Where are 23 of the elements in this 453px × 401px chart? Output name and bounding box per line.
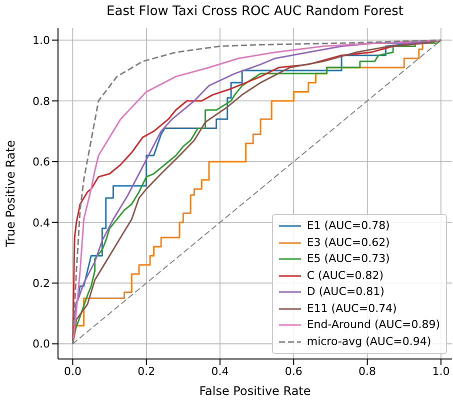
legend-label: C (AUC=0.82) <box>306 268 384 284</box>
y-tick-label: 1.0 <box>32 34 50 48</box>
x-tick-label: 1.0 <box>432 364 450 378</box>
y-tick-label: 0.4 <box>32 216 50 230</box>
legend-label: E5 (AUC=0.73) <box>306 251 390 267</box>
x-tick-label: 0.0 <box>64 364 82 378</box>
legend-label: micro-avg (AUC=0.94) <box>306 334 432 350</box>
y-tick-label: 0.8 <box>32 94 50 108</box>
legend-label: E1 (AUC=0.78) <box>306 218 390 234</box>
y-tick-label: 0.0 <box>32 338 50 351</box>
y-tick-label: 0.2 <box>32 276 50 290</box>
x-tick-label: 0.4 <box>211 364 229 378</box>
legend-label: E3 (AUC=0.62) <box>306 234 390 250</box>
chart-title: East Flow Taxi Cross ROC AUC Random Forest <box>106 4 404 19</box>
x-tick-label: 0.6 <box>284 364 302 378</box>
x-axis-title: False Positive Rate <box>199 384 311 398</box>
y-tick-label: 0.6 <box>32 156 50 169</box>
legend-label: D (AUC=0.81) <box>306 284 384 300</box>
x-tick-label: 0.8 <box>358 364 376 378</box>
legend-label: End-Around (AUC=0.89) <box>306 317 440 333</box>
y-axis-title: True Positive Rate <box>3 140 18 248</box>
x-tick-label: 0.2 <box>138 364 156 378</box>
legend-label: E11 (AUC=0.74) <box>306 300 397 316</box>
